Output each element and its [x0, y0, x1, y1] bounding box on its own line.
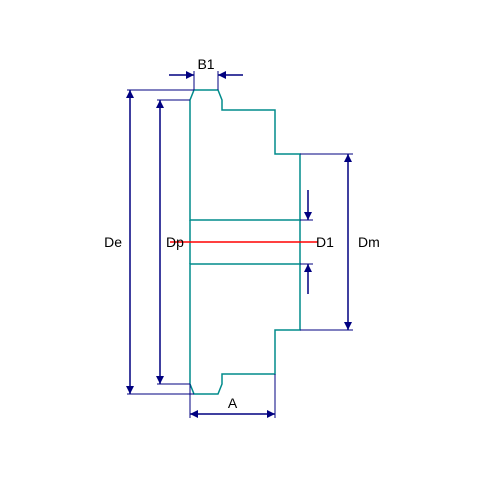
label-dp: Dp: [166, 234, 184, 250]
label-a: A: [228, 395, 238, 411]
label-d1: D1: [316, 234, 334, 250]
sprocket-upper-half: [190, 90, 300, 220]
label-de: De: [104, 234, 122, 250]
label-dm: Dm: [358, 234, 380, 250]
label-b1: B1: [197, 56, 214, 72]
sprocket-diagram: De Dp D1 Dm B1 A: [0, 0, 500, 500]
sprocket-lower-half: [190, 264, 300, 394]
